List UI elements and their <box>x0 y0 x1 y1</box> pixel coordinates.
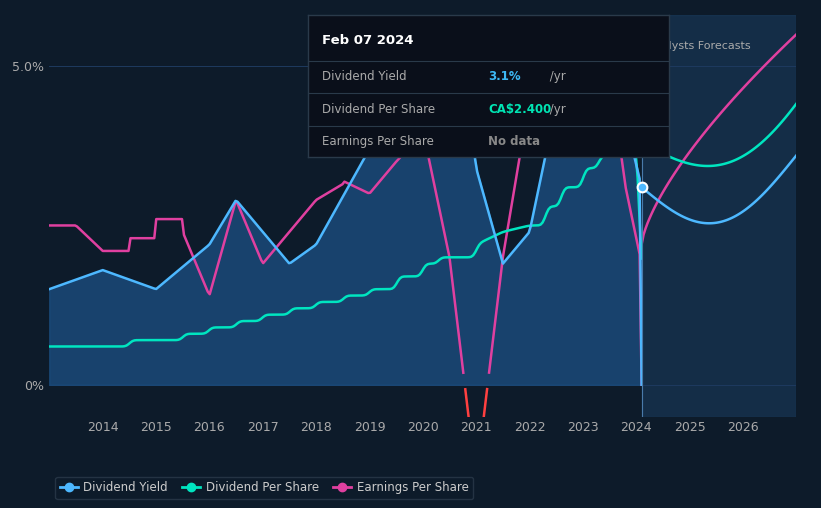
Text: /yr: /yr <box>546 70 566 83</box>
Text: Dividend Per Share: Dividend Per Share <box>323 103 435 116</box>
Text: No data: No data <box>488 135 540 148</box>
Bar <box>641 15 796 417</box>
Text: CA$2.400: CA$2.400 <box>488 103 552 116</box>
Text: Earnings Per Share: Earnings Per Share <box>323 135 434 148</box>
Legend: Dividend Yield, Dividend Per Share, Earnings Per Share: Dividend Yield, Dividend Per Share, Earn… <box>55 477 474 499</box>
Text: Feb 07 2024: Feb 07 2024 <box>323 35 414 47</box>
Text: Past: Past <box>614 41 637 51</box>
Text: Analysts Forecasts: Analysts Forecasts <box>647 41 750 51</box>
Text: Dividend Yield: Dividend Yield <box>323 70 407 83</box>
Text: /yr: /yr <box>546 103 566 116</box>
Text: 3.1%: 3.1% <box>488 70 521 83</box>
